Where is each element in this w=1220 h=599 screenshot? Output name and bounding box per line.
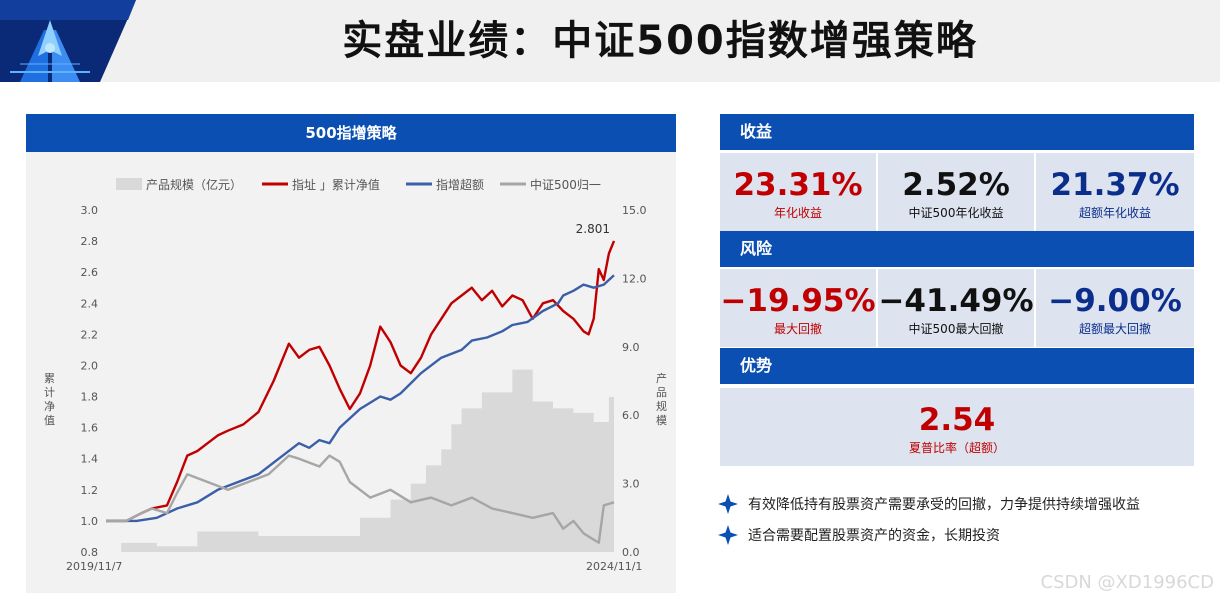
stat-label: 最大回撤 bbox=[773, 322, 822, 336]
chart-panel-title: 500指增策略 bbox=[26, 114, 676, 152]
y-left-tick-label: 1.2 bbox=[81, 484, 99, 497]
y-right-tick-label: 6.0 bbox=[622, 409, 640, 422]
stat-label: 年化收益 bbox=[773, 206, 822, 220]
y-left-tick-label: 1.8 bbox=[81, 391, 99, 404]
stat-label: 超额最大回撤 bbox=[1078, 322, 1151, 336]
header-bar: 实盘业绩：中证500指数增强策略 bbox=[0, 0, 1220, 82]
stat-label: 中证500年化收益 bbox=[908, 206, 1004, 220]
y-left-axis-title: 累计净值 bbox=[44, 372, 55, 427]
y-left-tick-label: 2.2 bbox=[81, 328, 99, 341]
y-right-tick-label: 0.0 bbox=[622, 546, 640, 559]
stat-value: −19.95% bbox=[720, 283, 876, 319]
y-left-tick-label: 2.6 bbox=[81, 266, 99, 279]
chart-legend: 产品规模（亿元） 指址 」累计净值 指增超额 中证500归一 bbox=[116, 177, 601, 192]
section-header-risk: 风险 bbox=[720, 231, 1194, 267]
bullet-text: 有效降低持有股票资产需要承受的回撤，力争提供持续增强收益 bbox=[748, 496, 1140, 513]
y-right-axis-title: 产品规模 bbox=[656, 371, 667, 427]
stat-card: 2.52% 中证500年化收益 bbox=[878, 153, 1034, 231]
stat-card: −41.49% 中证500最大回撤 bbox=[878, 269, 1034, 347]
y-left-tick-label: 1.6 bbox=[81, 422, 99, 435]
stat-card: 21.37% 超额年化收益 bbox=[1036, 153, 1194, 231]
series-line bbox=[106, 274, 615, 523]
stat-label: 中证500最大回撤 bbox=[908, 322, 1004, 336]
stat-label: 超额年化收益 bbox=[1078, 206, 1151, 220]
x-tick-label: 2024/11/1 bbox=[586, 560, 642, 573]
stat-card-sharpe: 2.54 夏普比率（超额） bbox=[720, 388, 1194, 466]
chart-panel: 500指增策略 产品规模（亿元） 指址 」累计净值 指增超额 中证500归一 累… bbox=[26, 114, 676, 593]
scale-area-series bbox=[106, 369, 614, 552]
y-left-tick-label: 2.4 bbox=[81, 297, 99, 310]
series-line bbox=[106, 454, 615, 544]
y-right-tick-label: 12.0 bbox=[622, 272, 647, 285]
legend-label: 中证500归一 bbox=[530, 177, 601, 192]
bullet-text: 适合需要配置股票资产的资金，长期投资 bbox=[748, 527, 1000, 544]
y-left-tick-label: 2.0 bbox=[81, 359, 99, 372]
series-line bbox=[106, 240, 616, 523]
y-right-tick-label: 3.0 bbox=[622, 478, 640, 491]
legend-label: 指增超额 bbox=[436, 177, 484, 192]
y-left-tick-label: 1.0 bbox=[81, 515, 99, 528]
stat-value: −9.00% bbox=[1048, 283, 1182, 319]
stat-card: −9.00% 超额最大回撤 bbox=[1036, 269, 1194, 347]
watermark: CSDN @XD1996CD bbox=[1040, 572, 1214, 593]
y-left-tick-label: 3.0 bbox=[81, 204, 99, 217]
stat-value: 2.54 bbox=[918, 402, 996, 438]
stat-card: 23.31% 年化收益 bbox=[720, 153, 876, 231]
diamond-icon bbox=[718, 524, 738, 545]
stat-value: 21.37% bbox=[1050, 167, 1180, 203]
diamond-icon bbox=[718, 493, 738, 514]
end-value-annotation: 2.801 bbox=[576, 222, 610, 236]
bullet-item: 有效降低持有股票资产需要承受的回撤，力争提供持续增强收益 bbox=[718, 488, 1208, 519]
y-left-tick-label: 0.8 bbox=[81, 546, 99, 559]
stat-value: 23.31% bbox=[733, 167, 863, 203]
stat-label: 夏普比率（超额） bbox=[908, 441, 1005, 455]
stat-value: 2.52% bbox=[902, 167, 1010, 203]
section-header-advantage: 优势 bbox=[720, 348, 1194, 384]
y-right-tick-label: 9.0 bbox=[622, 341, 640, 354]
stat-value: −41.49% bbox=[878, 283, 1034, 319]
section-header-returns: 收益 bbox=[720, 114, 1194, 150]
y-left-tick-label: 1.4 bbox=[81, 453, 99, 466]
nav-line-chart: 产品规模（亿元） 指址 」累计净值 指增超额 中证500归一 累计净值 产品规模… bbox=[44, 177, 667, 573]
bullet-list: 有效降低持有股票资产需要承受的回撤，力争提供持续增强收益 适合需要配置股票资产的… bbox=[718, 488, 1208, 550]
page-title: 实盘业绩：中证500指数增强策略 bbox=[342, 18, 978, 64]
y-left-tick-label: 2.8 bbox=[81, 235, 99, 248]
legend-label: 指址 」累计净值 bbox=[292, 177, 380, 192]
x-tick-label: 2019/11/7 bbox=[66, 560, 122, 573]
bullet-item: 适合需要配置股票资产的资金，长期投资 bbox=[718, 519, 1208, 550]
legend-label: 产品规模（亿元） bbox=[146, 177, 242, 192]
legend-swatch-scale bbox=[116, 178, 142, 190]
stat-card: −19.95% 最大回撤 bbox=[720, 269, 876, 347]
y-right-tick-label: 15.0 bbox=[622, 204, 647, 217]
logo-icon bbox=[0, 0, 136, 82]
